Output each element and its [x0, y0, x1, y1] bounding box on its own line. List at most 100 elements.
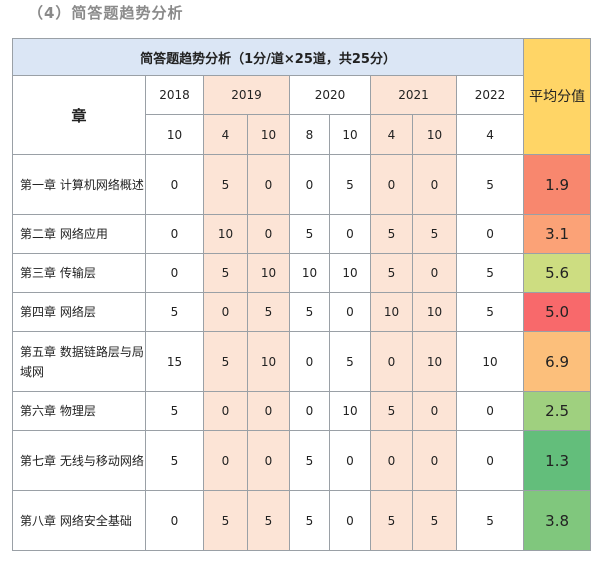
score-total: 4 — [203, 114, 248, 155]
score-cell: 10 — [455, 331, 525, 392]
score-cell: 0 — [370, 430, 413, 491]
score-cell: 5 — [203, 253, 248, 293]
score-cell: 15 — [145, 331, 204, 392]
score-cell: 5 — [145, 391, 204, 431]
table-title: 简答题趋势分析（1分/道×25道，共25分） — [11, 38, 525, 76]
score-cell: 0 — [145, 214, 204, 254]
score-cell: 0 — [370, 331, 413, 392]
score-cell: 5 — [289, 490, 330, 551]
score-cell: 0 — [289, 331, 330, 392]
chapter-name: 第八章 网络安全基础 — [12, 490, 146, 551]
score-cell: 5 — [203, 154, 248, 215]
score-cell: 5 — [329, 331, 371, 392]
table-row: 第四章 网络层 5 0 5 5 0 10 10 5 5.0 — [12, 292, 592, 332]
score-cell: 10 — [247, 253, 290, 293]
score-cell: 5 — [455, 253, 525, 293]
score-cell: 0 — [455, 391, 525, 431]
score-total: 8 — [289, 114, 330, 155]
score-cell: 5 — [455, 490, 525, 551]
score-cell: 0 — [203, 292, 248, 332]
chapter-header: 章 — [12, 75, 146, 155]
chapter-name: 第六章 物理层 — [12, 391, 146, 431]
score-cell: 10 — [329, 253, 371, 293]
score-cell: 0 — [412, 391, 457, 431]
avg-score: 1.9 — [523, 154, 592, 215]
chapter-name: 第四章 网络层 — [12, 292, 146, 332]
score-cell: 10 — [247, 331, 290, 392]
score-cell: 5 — [247, 490, 290, 551]
year-header: 2018 — [145, 75, 204, 115]
score-cell: 0 — [370, 154, 413, 215]
score-total: 10 — [412, 114, 457, 155]
year-header: 2019 — [203, 75, 290, 115]
avg-score: 2.5 — [523, 391, 592, 431]
table-row: 第五章 数据链路层与局域网 15 5 10 0 5 0 10 10 6.9 — [12, 331, 592, 392]
score-cell: 0 — [247, 214, 290, 254]
score-cell: 5 — [145, 292, 204, 332]
score-cell: 5 — [370, 490, 413, 551]
score-cell: 0 — [289, 391, 330, 431]
score-cell: 0 — [412, 430, 457, 491]
score-cell: 5 — [145, 430, 204, 491]
score-cell: 0 — [145, 490, 204, 551]
score-cell: 0 — [455, 430, 525, 491]
score-cell: 5 — [412, 490, 457, 551]
table-row: 第二章 网络应用 0 10 0 5 0 5 5 0 3.1 — [12, 214, 592, 254]
score-total: 10 — [329, 114, 371, 155]
score-cell: 0 — [247, 154, 290, 215]
table-row: 第七章 无线与移动网络 5 0 0 5 0 0 0 0 1.3 — [12, 430, 592, 491]
title-row: 简答题趋势分析（1分/道×25道，共25分） 平均分值 — [11, 38, 592, 155]
score-cell: 0 — [412, 253, 457, 293]
year-row: 章 2018 2019 2020 2021 2022 — [12, 75, 591, 155]
table-row: 第六章 物理层 5 0 0 0 10 5 0 0 2.5 — [12, 391, 592, 431]
score-cell: 10 — [289, 253, 330, 293]
score-cell: 0 — [203, 391, 248, 431]
trend-table: 简答题趋势分析（1分/道×25道，共25分） 平均分值章 2018 2019 2020 2… — [11, 38, 592, 551]
score-cell: 5 — [289, 292, 330, 332]
score-cell: 5 — [370, 214, 413, 254]
score-cell: 5 — [455, 292, 525, 332]
avg-score: 5.6 — [523, 253, 592, 293]
avg-score: 5.0 — [523, 292, 592, 332]
chapter-name: 第五章 数据链路层与局域网 — [12, 331, 146, 392]
section-heading: （4）简答题趋势分析 — [28, 4, 184, 22]
score-cell: 10 — [203, 214, 248, 254]
score-cell: 5 — [289, 214, 330, 254]
avg-header: 平均分值 — [523, 38, 592, 155]
score-cell: 10 — [412, 292, 457, 332]
chapter-name: 第二章 网络应用 — [12, 214, 146, 254]
score-cell: 10 — [370, 292, 413, 332]
year-header: 2020 — [289, 75, 371, 115]
score-cell: 5 — [370, 391, 413, 431]
score-cell: 0 — [329, 214, 371, 254]
score-row: 10 4 10 8 10 4 10 4 — [13, 114, 591, 155]
score-total: 10 — [145, 114, 204, 155]
score-cell: 0 — [329, 490, 371, 551]
table-row: 第三章 传输层 0 5 10 10 10 5 0 5 5.6 — [12, 253, 592, 293]
avg-score: 3.1 — [523, 214, 592, 254]
score-total: 4 — [455, 114, 525, 155]
avg-score: 1.3 — [523, 430, 592, 491]
score-cell: 0 — [247, 430, 290, 491]
avg-score: 3.8 — [523, 490, 592, 551]
chapter-name: 第三章 传输层 — [12, 253, 146, 293]
table-row: 第八章 网络安全基础 0 5 5 5 0 5 5 5 3.8 — [12, 490, 592, 551]
score-cell: 5 — [203, 331, 248, 392]
score-total: 4 — [370, 114, 413, 155]
table-row: 第一章 计算机网络概述 0 5 0 0 5 0 0 5 1.9 — [12, 154, 592, 215]
year-header: 2022 — [455, 75, 525, 115]
score-cell: 5 — [412, 214, 457, 254]
score-cell: 5 — [329, 154, 371, 215]
score-cell: 0 — [247, 391, 290, 431]
score-cell: 0 — [145, 253, 204, 293]
score-cell: 0 — [455, 214, 525, 254]
chapter-name: 第七章 无线与移动网络 — [12, 430, 146, 491]
score-cell: 10 — [412, 331, 457, 392]
score-cell: 0 — [412, 154, 457, 215]
score-cell: 0 — [329, 292, 371, 332]
chapter-name: 第一章 计算机网络概述 — [12, 154, 146, 215]
score-cell: 5 — [455, 154, 525, 215]
score-cell: 0 — [289, 154, 330, 215]
score-cell: 0 — [329, 430, 371, 491]
score-total: 10 — [247, 114, 290, 155]
